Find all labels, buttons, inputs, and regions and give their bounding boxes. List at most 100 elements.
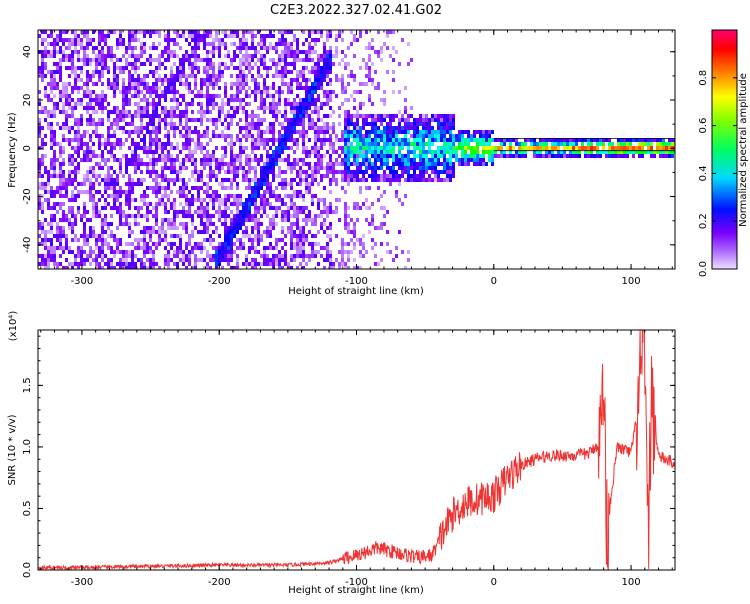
spectrogram-cell xyxy=(50,50,53,54)
spectrogram-cell xyxy=(440,138,443,142)
spectrogram-cell xyxy=(77,66,80,70)
spectrogram-cell xyxy=(89,166,92,170)
spectrogram-cell xyxy=(113,154,116,158)
spectrogram-cell xyxy=(203,162,206,166)
spectrogram-cell xyxy=(107,182,110,186)
spectrogram-cell xyxy=(263,42,266,46)
spectrogram-cell xyxy=(149,174,152,178)
spectrogram-cell xyxy=(230,98,233,102)
spectrogram-cell xyxy=(356,158,359,162)
spectrogram-cell xyxy=(218,250,221,254)
spectrogram-cell xyxy=(50,86,53,90)
spectrogram-cell xyxy=(140,46,143,50)
spectrogram-cell xyxy=(413,178,416,182)
spectrogram-cell xyxy=(407,142,410,146)
spectrogram-cell xyxy=(131,74,134,78)
spectrogram-cell xyxy=(173,50,176,54)
spectrogram-cell xyxy=(119,42,122,46)
spectrogram-cell xyxy=(317,94,320,98)
spectrogram-cell xyxy=(245,130,248,134)
spectrogram-cell xyxy=(668,142,671,146)
spectrogram-cell xyxy=(131,154,134,158)
spectrogram-cell xyxy=(44,242,47,246)
spectrogram-cell xyxy=(104,186,107,190)
spectrogram-cell xyxy=(98,146,101,150)
spectrogram-cell xyxy=(113,86,116,90)
spectrogram-cell xyxy=(413,138,416,142)
spectrogram-cell xyxy=(296,194,299,198)
spectrogram-cell xyxy=(215,126,218,130)
spectrogram-cell xyxy=(407,42,410,46)
spectrogram-cell xyxy=(653,154,656,158)
spectrogram-cell xyxy=(413,122,416,126)
spectrogram-cell xyxy=(203,134,206,138)
spectrogram-cell xyxy=(320,166,323,170)
spectrogram-cell xyxy=(125,122,128,126)
spectrogram-cell xyxy=(221,246,224,250)
spectrogram-cell xyxy=(188,258,191,262)
spectrogram-cell xyxy=(131,254,134,258)
spectrogram-cell xyxy=(149,170,152,174)
spectrogram-cell xyxy=(137,106,140,110)
spectrogram-cell xyxy=(98,58,101,62)
spectrogram-cell xyxy=(275,118,278,122)
spectrogram-cell xyxy=(137,126,140,130)
spectrogram-cell xyxy=(545,154,548,158)
spectrogram-cell xyxy=(437,134,440,138)
spectrogram-cell xyxy=(392,154,395,158)
spectrogram-cell xyxy=(176,170,179,174)
spectrogram-cell xyxy=(98,138,101,142)
spectrogram-cell xyxy=(257,182,260,186)
spectrogram-cell xyxy=(275,66,278,70)
spectrogram-cell xyxy=(53,134,56,138)
spectrogram-cell xyxy=(413,118,416,122)
spectrogram-cell xyxy=(305,38,308,42)
spectrogram-cell xyxy=(419,166,422,170)
spectrogram-cell xyxy=(329,82,332,86)
spectrogram-cell xyxy=(158,78,161,82)
spectrogram-cell xyxy=(74,130,77,134)
spectrogram-cell xyxy=(251,218,254,222)
spectrogram-cell xyxy=(191,74,194,78)
spectrogram-y-tick-label: 0 xyxy=(22,145,33,151)
spectrogram-cells xyxy=(38,30,677,270)
spectrogram-cell xyxy=(164,66,167,70)
spectrogram-cell xyxy=(221,186,224,190)
spectrogram-cell xyxy=(155,178,158,182)
spectrogram-cell xyxy=(158,74,161,78)
spectrogram-cell xyxy=(74,134,77,138)
spectrogram-cell xyxy=(122,250,125,254)
spectrogram-cell xyxy=(272,222,275,226)
spectrogram-cell xyxy=(446,146,449,150)
spectrogram-cell xyxy=(311,86,314,90)
spectrogram-cell xyxy=(149,122,152,126)
spectrogram-cell xyxy=(128,34,131,38)
spectrogram-cell xyxy=(74,258,77,262)
spectrogram-cell xyxy=(200,206,203,210)
spectrogram-cell xyxy=(401,118,404,122)
spectrogram-cell xyxy=(305,206,308,210)
spectrogram-cell xyxy=(203,158,206,162)
spectrogram-cell xyxy=(164,146,167,150)
spectrogram-cell xyxy=(404,170,407,174)
spectrogram-cell xyxy=(449,178,452,182)
spectrogram-cell xyxy=(404,106,407,110)
spectrogram-cell xyxy=(449,114,452,118)
spectrogram-cell xyxy=(182,82,185,86)
spectrogram-y-label: Frequency (Hz) xyxy=(7,112,18,188)
spectrogram-cell xyxy=(287,218,290,222)
spectrogram-cell xyxy=(488,146,491,150)
spectrogram-cell xyxy=(341,74,344,78)
spectrogram-cell xyxy=(545,146,548,150)
spectrogram-cell xyxy=(113,198,116,202)
spectrogram-cell xyxy=(329,222,332,226)
spectrogram-cell xyxy=(113,54,116,58)
spectrogram-cell xyxy=(266,142,269,146)
spectrogram-cell xyxy=(293,54,296,58)
spectrogram-cell xyxy=(53,254,56,258)
spectrogram-cell xyxy=(461,142,464,146)
spectrogram-cell xyxy=(170,202,173,206)
spectrogram-cell xyxy=(353,38,356,42)
spectrogram-cell xyxy=(266,70,269,74)
spectrogram-cell xyxy=(143,190,146,194)
